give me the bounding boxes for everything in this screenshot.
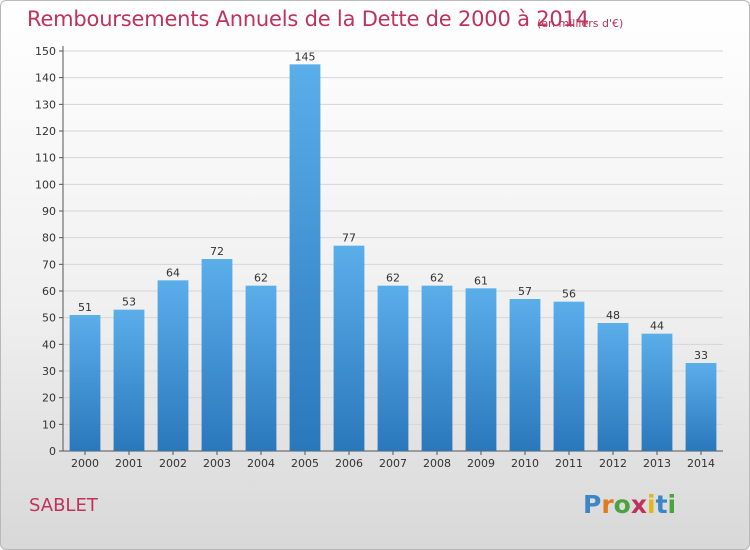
y-tick-label: 10 [42,418,56,431]
y-tick-label: 30 [42,365,56,378]
x-tick-label-2012: 2012 [599,457,627,470]
y-tick-label: 20 [42,392,56,405]
bar-2013[interactable] [641,333,673,451]
value-label-2000: 51 [78,301,92,314]
bar-2006[interactable] [333,245,365,451]
y-tick-label: 120 [35,125,56,138]
value-label-2011: 56 [562,288,576,301]
value-label-2014: 33 [694,349,708,362]
commune-name: SABLET [29,495,98,516]
x-tick-label-2005: 2005 [291,457,319,470]
proxiti-logo[interactable]: Proxiti [583,490,676,519]
y-tick-label: 70 [42,258,56,271]
value-label-2007: 62 [386,272,400,285]
labels: 0 10 20 30 40 50 60 70 80 90 100 110 120 130 140 150 51 2… [35,45,715,470]
chart-unit-subtitle: (en milliers d'€) [537,17,624,30]
x-tick-label-2007: 2007 [379,457,407,470]
x-tick-label-2009: 2009 [467,457,495,470]
y-tick-label: 140 [35,72,56,85]
chart-title: Remboursements Annuels de la Dette de 20… [27,7,589,31]
value-label-2009: 61 [474,274,488,287]
x-tick-label-2001: 2001 [115,457,143,470]
y-tick-label: 110 [35,152,56,165]
value-label-2013: 44 [650,320,664,333]
bar-2014[interactable] [685,363,717,451]
value-label-2004: 62 [254,272,268,285]
value-label-2001: 53 [122,296,136,309]
x-tick-label-2010: 2010 [511,457,539,470]
y-tick-label: 50 [42,312,56,325]
x-tick-label-2002: 2002 [159,457,187,470]
x-tick-label-2013: 2013 [643,457,671,470]
x-tick-label-2014: 2014 [687,457,715,470]
value-label-2005: 145 [295,50,316,63]
x-tick-label-2000: 2000 [71,457,99,470]
bar-2008[interactable] [421,285,453,451]
value-label-2010: 57 [518,285,532,298]
logo-letter: i [647,490,656,519]
bar-2007[interactable] [377,285,409,451]
x-tick-label-2006: 2006 [335,457,363,470]
y-tick-label: 130 [35,98,56,111]
bar-2002[interactable] [157,280,189,451]
bar-2000[interactable] [69,315,101,451]
y-tick-label: 150 [35,45,56,58]
logo-letter: x [630,490,647,519]
bar-2001[interactable] [113,309,145,451]
y-tick-label: 100 [35,178,56,191]
y-tick-label: 90 [42,205,56,218]
value-label-2012: 48 [606,309,620,322]
bar-2009[interactable] [465,288,497,451]
bar-2011[interactable] [553,301,585,451]
logo-letter: P [583,490,602,519]
bar-2012[interactable] [597,323,629,451]
bar-2003[interactable] [201,259,233,451]
logo-letter: r [601,490,614,519]
y-tick-label: 0 [49,445,56,458]
logo-letter: o [613,490,631,519]
value-label-2008: 62 [430,272,444,285]
x-tick-label-2008: 2008 [423,457,451,470]
x-tick-label-2011: 2011 [555,457,583,470]
value-label-2006: 77 [342,232,356,245]
y-tick-label: 60 [42,285,56,298]
y-tick-label: 80 [42,232,56,245]
bar-2004[interactable] [245,285,277,451]
x-tick-label-2003: 2003 [203,457,231,470]
x-tick-label-2004: 2004 [247,457,275,470]
value-label-2002: 64 [166,266,180,279]
value-label-2003: 72 [210,245,224,258]
logo-letter: i [667,490,677,519]
bar-2010[interactable] [509,299,541,451]
y-tick-label: 40 [42,338,56,351]
bars [69,64,717,452]
bar-2005[interactable] [289,64,321,452]
logo-letter: t [655,490,668,519]
